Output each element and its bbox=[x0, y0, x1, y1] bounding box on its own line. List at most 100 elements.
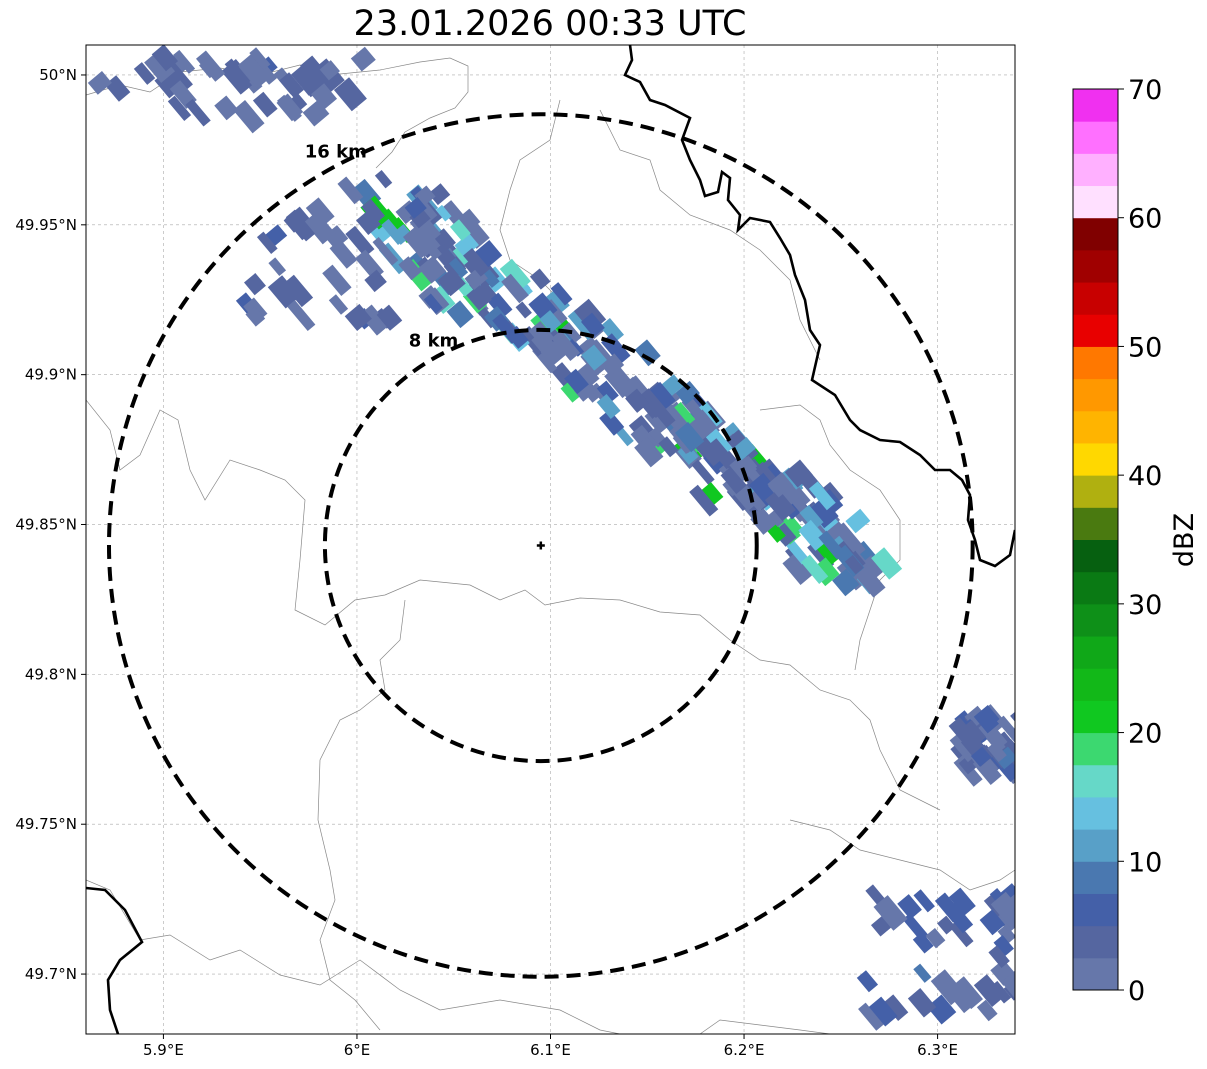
echo-cell bbox=[409, 207, 431, 229]
echo-cell bbox=[926, 994, 957, 1025]
x-tick-label: 6.1°E bbox=[530, 1041, 571, 1059]
colorbar-segment bbox=[1073, 732, 1118, 766]
echo-cell bbox=[256, 231, 278, 254]
colorbar-tick-label: 30 bbox=[1128, 590, 1162, 621]
echo-cell bbox=[322, 264, 352, 296]
echo-cell bbox=[252, 91, 278, 118]
echo-cell bbox=[173, 49, 196, 74]
echo-cell bbox=[376, 304, 403, 331]
colorbar-segment bbox=[1073, 957, 1118, 991]
echo-cell bbox=[551, 330, 581, 362]
echo-cell bbox=[990, 980, 1012, 1004]
echo-cell bbox=[988, 945, 1010, 968]
colorbar-segment bbox=[1073, 249, 1118, 283]
colorbar-segment bbox=[1073, 217, 1118, 251]
echo-cell bbox=[580, 312, 605, 338]
echo-cell bbox=[767, 510, 785, 528]
echo-cell bbox=[391, 224, 413, 245]
echo-cell bbox=[808, 481, 836, 511]
echo-cell bbox=[856, 970, 879, 993]
echo-cell bbox=[290, 61, 324, 96]
echo-cell bbox=[868, 996, 898, 1027]
colorbar-segment bbox=[1073, 378, 1118, 412]
echo-cell bbox=[800, 554, 829, 584]
colorbar-segment bbox=[1073, 507, 1118, 540]
echo-cell bbox=[333, 77, 367, 112]
echo-cell bbox=[287, 300, 316, 332]
range-ring-8km bbox=[322, 327, 759, 764]
echo-cell bbox=[674, 421, 705, 453]
echo-cell bbox=[104, 75, 131, 102]
echo-cell bbox=[305, 197, 335, 228]
x-tick-label: 5.9°E bbox=[143, 1041, 184, 1059]
echo-cell bbox=[499, 258, 531, 292]
echo-cell bbox=[404, 196, 427, 219]
echo-cell bbox=[531, 330, 564, 365]
echo-cell bbox=[600, 353, 625, 377]
grid-lines bbox=[86, 45, 1015, 1034]
echo-cell bbox=[689, 484, 719, 517]
colorbar-segment bbox=[1073, 314, 1118, 347]
colorbar-tick-label: 70 bbox=[1128, 75, 1162, 106]
y-tick-label: 49.85°N bbox=[15, 516, 77, 534]
colorbar-segment bbox=[1073, 636, 1118, 669]
echo-cell bbox=[435, 204, 452, 222]
echo-cell bbox=[449, 219, 471, 241]
echo-cell bbox=[564, 368, 589, 395]
echo-cell bbox=[474, 240, 503, 268]
echo-cell bbox=[871, 547, 903, 580]
colorbar-tick-label: 10 bbox=[1128, 847, 1162, 878]
colorbar-segment bbox=[1073, 89, 1118, 122]
x-tick-label: 6°E bbox=[344, 1041, 371, 1059]
colorbar-segment bbox=[1073, 603, 1118, 637]
echo-cell bbox=[214, 95, 239, 121]
echo-cell bbox=[691, 459, 715, 485]
colorbar-label: dBZ bbox=[1169, 513, 1200, 567]
colorbar-segment bbox=[1073, 668, 1118, 701]
echo-cell bbox=[997, 924, 1015, 944]
echo-cell bbox=[506, 325, 529, 349]
echo-cell bbox=[1010, 706, 1015, 730]
echo-cell bbox=[356, 209, 381, 235]
echo-cell bbox=[634, 339, 661, 367]
echo-cell bbox=[948, 887, 976, 916]
echo-cell bbox=[199, 57, 220, 79]
echo-cell bbox=[937, 915, 956, 935]
echo-cell bbox=[282, 274, 314, 308]
map-title: 23.01.2026 00:33 UTC bbox=[353, 4, 747, 44]
echo-cell bbox=[361, 198, 385, 224]
echo-cell bbox=[767, 472, 794, 498]
echo-cell bbox=[634, 436, 664, 468]
echo-cell bbox=[949, 920, 974, 948]
range-ring-label: 16 km bbox=[305, 142, 367, 163]
echo-cell bbox=[979, 909, 1006, 936]
colorbar-tick-label: 0 bbox=[1128, 976, 1145, 1007]
echo-cell bbox=[976, 999, 998, 1022]
echo-cell bbox=[463, 247, 490, 277]
echo-cell bbox=[345, 225, 375, 258]
y-tick-label: 49.7°N bbox=[25, 965, 77, 983]
echo-cell bbox=[151, 45, 179, 72]
echo-cell bbox=[167, 95, 192, 121]
echo-cell bbox=[1001, 969, 1015, 1003]
echo-cell bbox=[428, 183, 451, 206]
echo-cell bbox=[930, 969, 966, 1006]
echo-cell bbox=[764, 488, 796, 522]
echo-cell bbox=[405, 228, 432, 258]
echo-cell bbox=[255, 61, 278, 85]
echo-cell bbox=[237, 52, 273, 89]
echo-cell bbox=[567, 309, 596, 341]
echo-cell bbox=[364, 269, 387, 293]
echo-cell bbox=[350, 46, 376, 72]
colorbar-segment bbox=[1073, 121, 1118, 154]
echo-cell bbox=[883, 994, 909, 1021]
echo-cell bbox=[310, 83, 338, 110]
echo-cell bbox=[529, 268, 551, 290]
colorbar-segment bbox=[1073, 764, 1118, 798]
colorbar-frame bbox=[1072, 88, 1119, 991]
colorbar-segment bbox=[1073, 925, 1118, 959]
echo-cell bbox=[912, 931, 934, 954]
echo-cell bbox=[956, 719, 987, 750]
echo-cell bbox=[501, 273, 529, 304]
